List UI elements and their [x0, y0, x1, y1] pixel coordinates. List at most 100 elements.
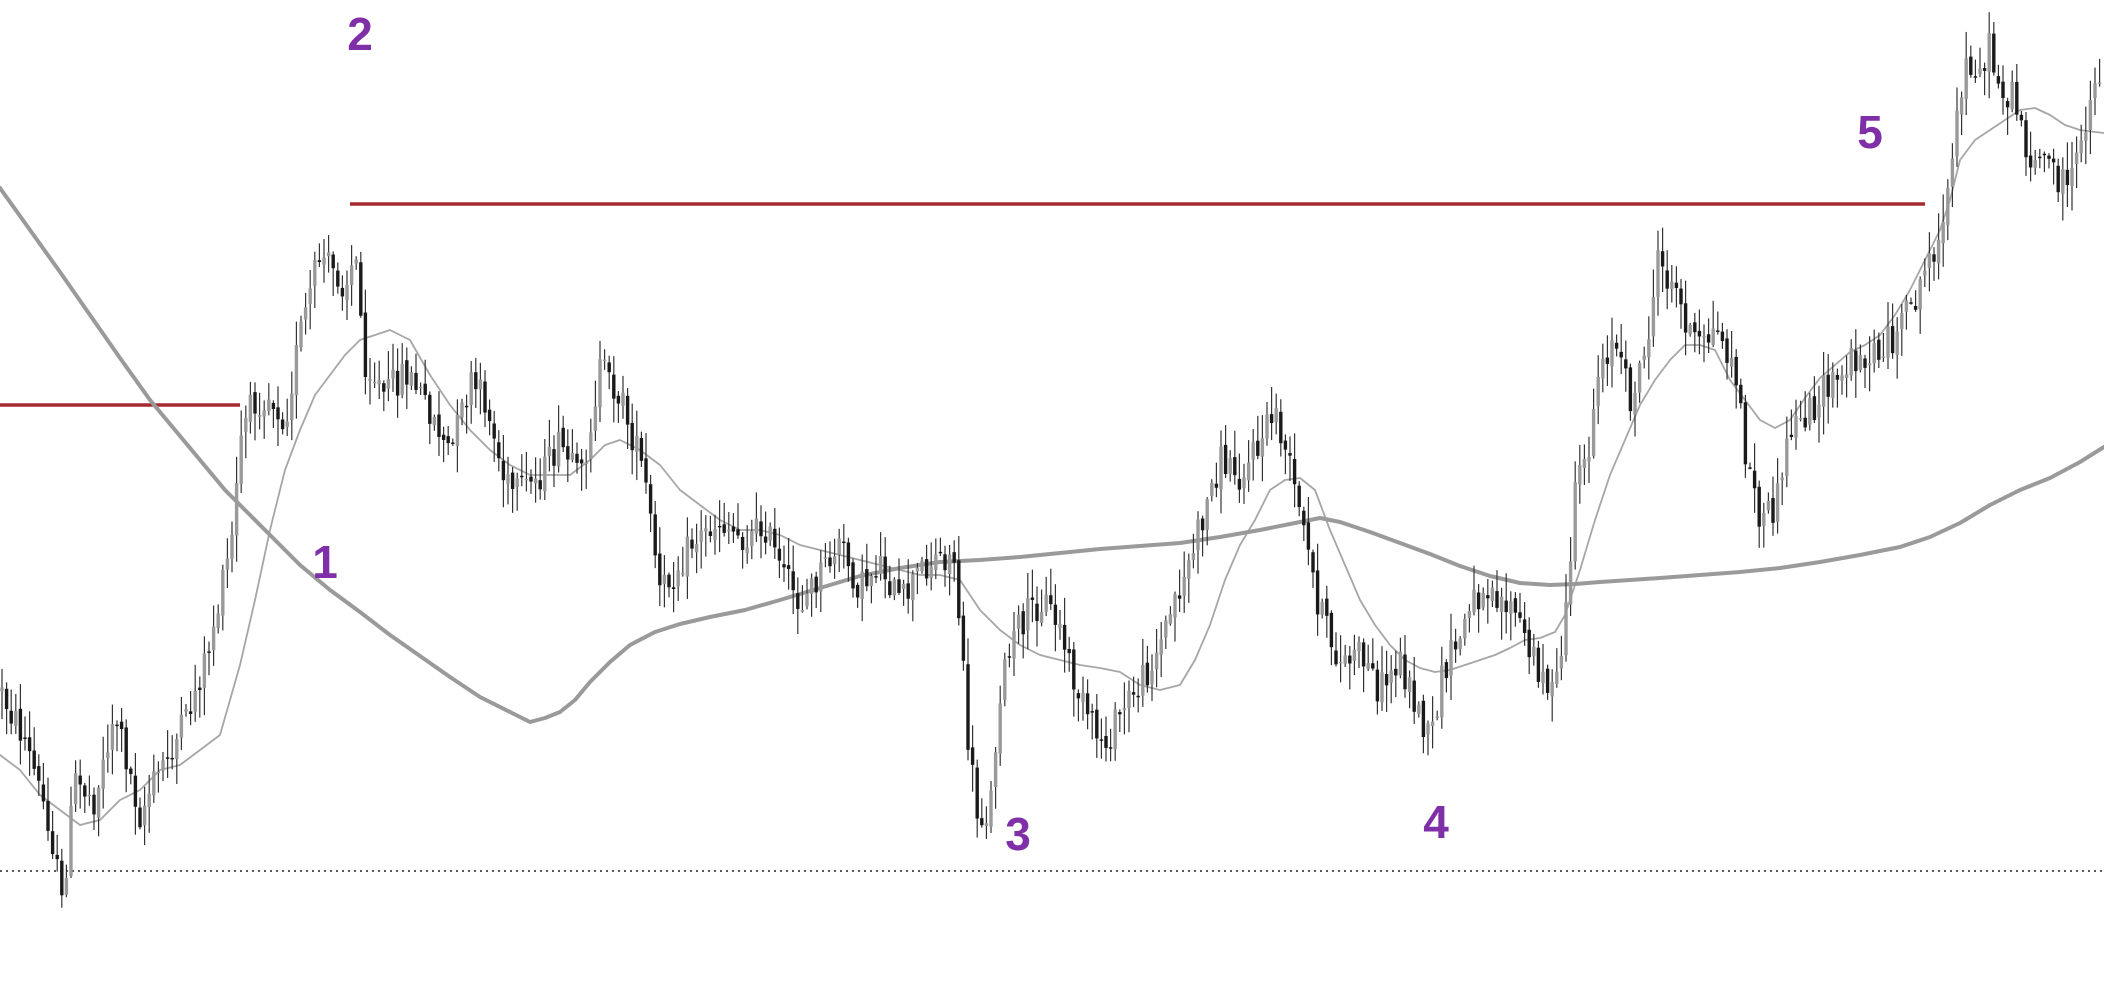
candle-body [2061, 169, 2065, 195]
candle-body [497, 442, 501, 459]
candle-body [1693, 322, 1697, 333]
candle-body [23, 737, 27, 739]
candle-body [731, 526, 736, 532]
candle-body [837, 538, 841, 555]
candle-body [9, 710, 13, 724]
candle-body [593, 406, 598, 431]
candle-body [1601, 358, 1605, 379]
candle-body [32, 750, 36, 769]
candle-body [1775, 483, 1780, 522]
candle-body [1325, 598, 1329, 616]
candle-body [313, 260, 317, 286]
candle-body [579, 459, 584, 464]
candle-body [1127, 690, 1131, 709]
candle-body [1808, 398, 1812, 425]
candle-body [50, 831, 55, 855]
candle-body [2038, 156, 2042, 159]
candle-body [239, 435, 243, 484]
candle-body [814, 576, 818, 593]
candle-body [1463, 618, 1467, 639]
candle-body [1219, 446, 1223, 490]
candle-body [1320, 602, 1324, 615]
candle-body [543, 456, 547, 492]
candle-body [1053, 604, 1058, 625]
candle-body [152, 771, 156, 796]
candle-body [1196, 519, 1200, 550]
candle-body [1403, 654, 1407, 690]
candle-body [556, 431, 561, 467]
candle-body [1959, 97, 1964, 115]
candle-body [952, 552, 956, 563]
candle-body [1246, 462, 1251, 481]
candle-body [1941, 221, 1945, 244]
candle-body [648, 484, 653, 514]
candle-body [1104, 735, 1108, 748]
candle-body [1559, 655, 1564, 669]
candle-body [961, 615, 966, 661]
candle-body [253, 392, 257, 414]
candle-body [1228, 458, 1232, 474]
candle-body [1099, 739, 1104, 741]
candle-body [2079, 140, 2083, 154]
candle-body [1504, 600, 1508, 613]
candle-body [129, 768, 133, 774]
candle-body [207, 651, 211, 653]
candle-body [639, 437, 644, 461]
candle-body [1969, 56, 1973, 75]
candle-body [96, 787, 101, 818]
candle-body [538, 480, 542, 490]
candle-body [745, 547, 749, 554]
candle-body [1545, 668, 1550, 693]
candle-body [1108, 747, 1113, 749]
candle-body [221, 570, 225, 616]
candle-body [722, 524, 726, 533]
candle-body [4, 688, 9, 710]
candle-body [1265, 414, 1269, 439]
candle-body [786, 565, 791, 569]
candle-body [1789, 434, 1794, 438]
candle-body [1421, 700, 1426, 738]
candle-body [2065, 169, 2070, 186]
candle-body [943, 554, 947, 571]
candle-body [336, 270, 340, 287]
candle-body [1564, 602, 1568, 656]
candle-body [487, 409, 492, 422]
candle-body [1725, 338, 1729, 363]
candle-body [975, 767, 979, 819]
candle-body [1164, 620, 1168, 638]
candle-body [1624, 359, 1628, 369]
candle-body [855, 584, 860, 598]
candle-body [1614, 342, 1619, 349]
candle-body [1647, 339, 1651, 358]
candle-body [1886, 326, 1890, 358]
candle-body [1711, 328, 1715, 345]
candle-body [1683, 303, 1688, 333]
candle-body [1072, 649, 1076, 690]
candle-body [938, 551, 943, 554]
candle-body [55, 854, 59, 860]
candle-body [1642, 355, 1646, 360]
candle-body [368, 378, 372, 381]
candle-body [1380, 672, 1384, 703]
candle-body [901, 583, 906, 590]
candle-body [1495, 591, 1499, 608]
candle-body [27, 737, 32, 752]
candle-body [1757, 486, 1761, 527]
candle-body [685, 536, 690, 577]
candle-body [202, 653, 207, 688]
candle-body [1821, 375, 1826, 407]
candle-body [2056, 165, 2060, 193]
candle-body [1412, 680, 1416, 712]
candle-body [175, 739, 179, 759]
candle-body [658, 553, 662, 586]
candle-body [423, 383, 427, 395]
candle-body [1849, 347, 1853, 376]
candle-body [64, 877, 69, 895]
candle-body [1890, 326, 1895, 354]
candle-body [1573, 482, 1577, 562]
candle-body [331, 254, 335, 269]
candle-body [106, 752, 110, 758]
candle-body [478, 379, 483, 390]
candle-body [101, 759, 105, 789]
candle-body [1817, 404, 1821, 418]
